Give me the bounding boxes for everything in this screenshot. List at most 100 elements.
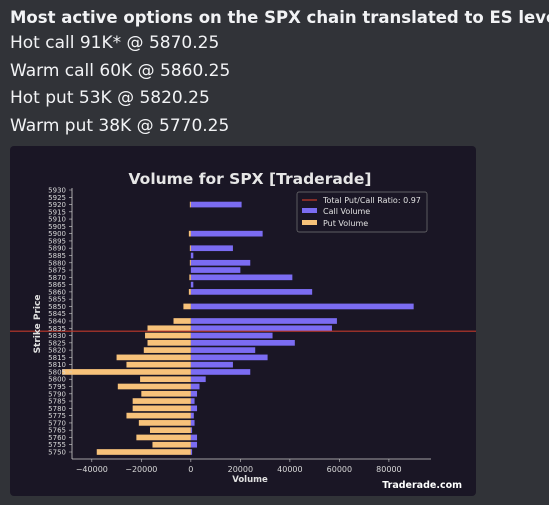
put-volume-bar	[140, 376, 191, 383]
put-volume-bar	[173, 318, 191, 324]
legend-box	[296, 191, 428, 233]
y-tick-label: 5805	[48, 368, 66, 376]
call-volume-bar	[190, 274, 293, 281]
put-volume-bar	[189, 259, 191, 266]
message-headline: Most active options on the SPX chain tra…	[10, 8, 549, 27]
y-tick-label: 5845	[48, 310, 66, 318]
call-volume-bar	[190, 427, 193, 434]
put-volume-bar	[132, 398, 191, 404]
call-volume-bar	[190, 332, 273, 339]
put-volume-bar	[141, 390, 191, 397]
x-tick-label: −40000	[76, 465, 108, 474]
put-volume-bar	[188, 289, 191, 295]
y-tick-label: 5890	[48, 245, 66, 253]
volume-chart: Volume for SPX [Traderade] 5750575557605…	[10, 170, 476, 491]
x-tick-label: 80000	[376, 465, 401, 474]
y-tick-label: 5910	[48, 216, 66, 224]
plot-area: 5750575557605765577057755780578557905795…	[10, 187, 476, 474]
watermark: Traderade.com	[382, 480, 462, 491]
put-volume-bar	[132, 405, 191, 412]
message-line-hot-call: Hot call 91K* @ 5870.25	[10, 33, 220, 53]
call-volume-bar	[190, 267, 241, 273]
put-volume-bar	[136, 434, 191, 441]
chart-image-attachment[interactable]: Volume for SPX [Traderade] 5750 5755 5760 5…	[10, 146, 476, 496]
y-tick-label: 5840	[48, 318, 66, 326]
y-tick-label: 5915	[48, 208, 66, 216]
put-volume-bar	[126, 412, 191, 419]
call-volume-bar	[190, 201, 242, 208]
y-tick-label: 5785	[48, 398, 66, 406]
y-tick-label: 5780	[48, 405, 66, 413]
y-tick-label: 5880	[48, 259, 66, 267]
put-volume-bar	[126, 361, 191, 368]
legend-call-label: Call Volume	[323, 207, 370, 216]
put-volume-bar	[189, 201, 191, 208]
call-volume-bar	[190, 376, 206, 383]
y-tick-label: 5810	[48, 361, 66, 369]
call-volume-bar	[190, 325, 332, 332]
call-volume-bar	[190, 347, 256, 353]
call-volume-bar	[190, 449, 193, 455]
chat-message: Most active options on the SPX chain tra…	[10, 6, 549, 140]
call-volume-bar	[190, 252, 194, 259]
y-tick-label: 5855	[48, 296, 66, 304]
y-tick-label: 5930	[48, 187, 66, 195]
call-volume-bar	[190, 390, 198, 397]
call-volume-bar	[190, 412, 194, 419]
put-volume-bar	[145, 332, 191, 339]
call-volume-bar	[190, 281, 194, 288]
x-tick-label: 40000	[277, 465, 302, 474]
call-volume-bar	[190, 434, 198, 441]
put-volume-bar	[183, 303, 191, 310]
legend-ratio-label: Total Put/Call Ratio: 0.97	[322, 196, 421, 205]
y-tick-label: 5875	[48, 267, 66, 275]
y-tick-label: 5765	[48, 427, 66, 435]
legend-call-swatch	[302, 208, 317, 213]
x-tick-label: 20000	[228, 465, 253, 474]
chart-title: Volume for SPX [Traderade]	[129, 170, 372, 188]
message-line-warm-call: Warm call 60K @ 5860.25	[10, 60, 231, 81]
legend-put-swatch	[302, 220, 317, 225]
put-volume-bar	[149, 427, 191, 434]
y-tick-label: 5795	[48, 383, 66, 391]
y-tick-label: 5895	[48, 237, 66, 245]
y-tick-label: 5750	[48, 449, 66, 457]
put-volume-bar	[138, 420, 191, 426]
y-tick-label: 5770	[48, 419, 66, 427]
y-tick-label: 5835	[48, 325, 66, 333]
y-tick-label: 5755	[48, 441, 66, 449]
put-volume-bar	[116, 354, 191, 361]
call-volume-bar	[190, 369, 251, 375]
y-tick-label: 5760	[48, 434, 66, 442]
y-tick-label: 5925	[48, 194, 66, 202]
call-volume-bar	[190, 420, 195, 426]
y-tick-label: 5790	[48, 390, 66, 398]
put-volume-bar	[117, 383, 191, 390]
x-tick-label: 0	[188, 465, 193, 474]
y-tick-label: 5825	[48, 339, 66, 347]
y-tick-label: 5865	[48, 281, 66, 289]
call-volume-bar	[190, 289, 313, 295]
put-volume-bar	[147, 339, 191, 346]
legend-put-label: Put Volume	[323, 219, 368, 228]
call-volume-bar	[190, 303, 414, 310]
call-volume-bar	[190, 405, 198, 412]
call-volume-bar	[190, 398, 195, 404]
y-axis-label: Strike Price	[33, 295, 43, 354]
call-volume-bar	[190, 259, 251, 266]
x-tick-label: −20000	[125, 465, 157, 474]
call-volume-bar	[190, 441, 198, 448]
put-volume-bar	[189, 274, 191, 281]
put-volume-bar	[189, 245, 191, 252]
y-tick-label: 5850	[48, 303, 66, 311]
x-tick-label: 60000	[327, 465, 352, 474]
call-volume-bar	[190, 354, 268, 361]
y-tick-label: 5775	[48, 412, 66, 420]
y-tick-label: 5870	[48, 274, 66, 282]
call-volume-bar	[190, 245, 233, 252]
call-volume-bar	[190, 230, 263, 237]
y-tick-label: 5830	[48, 332, 66, 340]
call-volume-bar	[190, 361, 233, 368]
y-tick-label: 5815	[48, 354, 66, 362]
y-tick-label: 5905	[48, 223, 66, 231]
